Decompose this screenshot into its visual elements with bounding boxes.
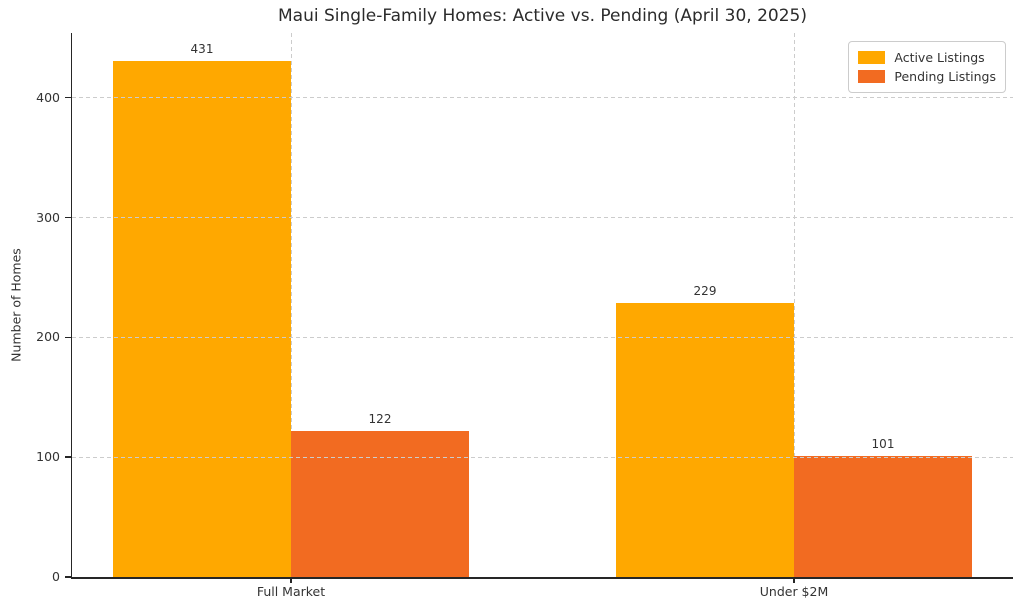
bar-active-listings (616, 302, 794, 577)
v-gridline (793, 33, 795, 577)
bar-value-label: 122 (368, 411, 392, 426)
bar-value-label: 229 (693, 283, 717, 298)
plot-area: 431 229 122 101 0 100 200 300 400 Full Market Unde… (36, 33, 1013, 599)
bar-active-listings (113, 60, 291, 577)
legend: Active Listings Pending Listings (848, 41, 1006, 93)
x-tick-mark (793, 577, 795, 583)
y-tick-mark (65, 456, 71, 458)
y-tick-label: 400 (36, 89, 60, 105)
x-axis-spine (70, 577, 1013, 579)
h-gridline (72, 217, 1013, 219)
y-tick-label: 100 (36, 449, 60, 465)
v-gridline (290, 33, 292, 577)
y-tick-mark (65, 336, 71, 339)
legend-label: Active Listings (894, 50, 985, 65)
h-gridline (72, 456, 1013, 458)
bar-value-label: 101 (871, 436, 895, 451)
y-tick-label: 0 (52, 569, 60, 584)
y-tick-label: 200 (36, 329, 60, 345)
legend-item: Active Listings (858, 48, 996, 67)
bar-value-label: 431 (190, 41, 214, 56)
h-gridline (72, 336, 1013, 338)
y-tick-label: 300 (36, 209, 60, 225)
legend-label: Pending Listings (894, 69, 996, 84)
y-axis-spine (70, 33, 72, 579)
bar-pending-listings (794, 455, 972, 577)
y-axis-label: Number of Homes (8, 248, 24, 362)
bar-pending-listings (291, 430, 469, 577)
x-tick-mark (290, 577, 292, 583)
legend-swatch (858, 51, 886, 64)
y-tick-mark (65, 96, 71, 99)
x-tick-label: Full Market (256, 584, 326, 599)
y-tick-mark (65, 216, 71, 219)
chart-title: Maui Single-Family Homes: Active vs. Pen… (278, 6, 807, 26)
y-tick-mark (65, 576, 71, 578)
x-tick-label: Under $2M (759, 584, 829, 599)
legend-swatch (858, 70, 886, 83)
h-gridline (72, 97, 1013, 99)
legend-item: Pending Listings (858, 67, 996, 86)
